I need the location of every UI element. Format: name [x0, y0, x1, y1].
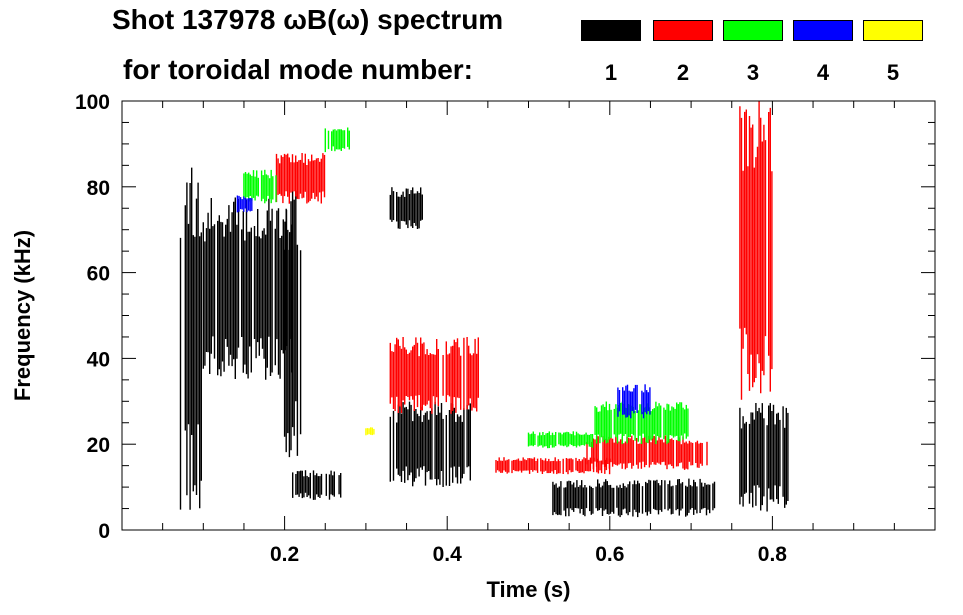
y-tick-label: 80	[87, 177, 110, 200]
y-axis-label: Frequency (kHz)	[10, 230, 35, 401]
legend-swatch-2	[653, 20, 713, 41]
mode-3-region	[527, 431, 594, 449]
mode-2-region	[495, 457, 611, 475]
mode-4-region	[617, 384, 651, 419]
x-tick-label: 0.4	[433, 543, 463, 566]
mode-1-region	[389, 401, 471, 487]
legend-swatch-5	[863, 20, 923, 41]
mode-3-region	[324, 127, 350, 153]
mode-2-region	[389, 337, 479, 414]
mode-1-region	[292, 470, 342, 500]
mode-2-region	[739, 101, 773, 400]
x-tick-label: 0.2	[270, 543, 299, 566]
y-tick-label: 60	[87, 263, 110, 286]
x-axis-label: Time (s)	[487, 577, 571, 602]
legend-label-5: 5	[886, 60, 900, 85]
y-tick-label: 100	[75, 91, 110, 114]
mode-3-region	[243, 169, 277, 204]
mode-1-region	[202, 197, 292, 380]
ticks-layer: 0.2 0.4 0.6 0.8 0 20 40 60 80 100	[75, 91, 935, 566]
mode-5-region	[365, 427, 375, 436]
y-tick-label: 0	[98, 520, 110, 543]
legend-label-3: 3	[746, 60, 760, 85]
mode-4-region	[236, 195, 253, 213]
plot-frame	[121, 100, 936, 531]
chart-subtitle: for toroidal mode number:	[123, 54, 473, 85]
legend-label-4: 4	[816, 60, 830, 85]
y-tick-label: 40	[87, 348, 110, 371]
mode-1-region	[283, 190, 302, 458]
x-tick-label: 0.8	[758, 543, 788, 566]
legend-swatch-1	[581, 20, 641, 41]
legend-swatch-3	[723, 20, 783, 41]
legend-label-2: 2	[676, 60, 690, 85]
y-tick-label: 20	[87, 434, 110, 457]
x-tick-label: 0.6	[595, 543, 624, 566]
mode-1-region	[552, 478, 716, 518]
mode-1-region	[179, 167, 203, 510]
mode-2-region	[586, 435, 708, 470]
data-layer	[179, 101, 789, 518]
legend-swatch-4	[793, 20, 853, 41]
mode-1-region	[389, 187, 423, 229]
chart-title: Shot 137978 ωB(ω) spectrum	[112, 4, 504, 35]
mode-2-region	[275, 153, 326, 204]
mode-1-region	[739, 403, 789, 512]
legend-label-1: 1	[604, 60, 618, 85]
